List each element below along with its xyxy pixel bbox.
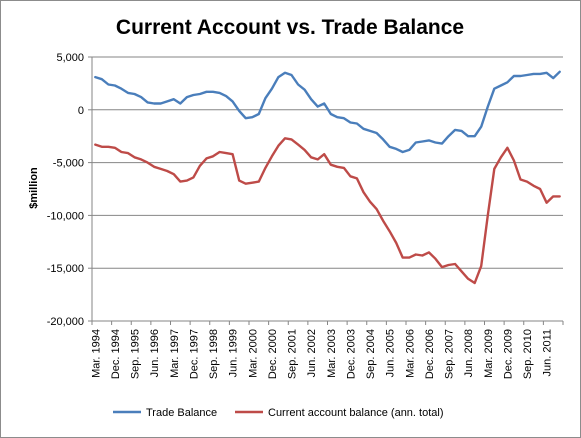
- x-tick-label: Sep. 1998: [208, 329, 220, 379]
- series-lines: [94, 70, 561, 285]
- y-tick-label: 0: [78, 105, 84, 117]
- y-axis-label: $million: [28, 167, 40, 209]
- x-axis-ticks: Mar. 1994 Dec. 1994 Sep. 1995 Jun. 1996 Mar.…: [90, 321, 564, 379]
- x-tick-label: Jun. 2008: [463, 329, 475, 377]
- y-tick-label: 5,000: [56, 52, 84, 64]
- legend-label-current: Current account balance (ann. total): [268, 407, 444, 419]
- current-account-line: [94, 137, 561, 285]
- y-tick-label: -5,000: [53, 158, 84, 170]
- legend: Trade Balance Current account balance (an…: [113, 407, 444, 419]
- trade-balance-line: [94, 70, 561, 154]
- y-tick-label: -20,000: [47, 316, 84, 328]
- x-tick-label: Dec. 2000: [267, 329, 279, 379]
- x-tick-label: Dec. 2003: [345, 329, 357, 379]
- x-tick-label: Jun. 2011: [542, 329, 554, 377]
- chart-title: Current Account vs. Trade Balance: [116, 16, 464, 39]
- x-tick-label: Dec. 2006: [424, 329, 436, 379]
- legend-label-trade: Trade Balance: [146, 407, 217, 419]
- x-tick-label: Jun. 2005: [385, 329, 397, 377]
- x-tick-label: Sep. 2001: [287, 329, 299, 379]
- x-tick-label: Jun. 2002: [306, 329, 318, 377]
- x-tick-label: Mar. 2006: [404, 329, 416, 378]
- x-tick-label: Dec. 1997: [188, 329, 200, 379]
- y-tick-label: -10,000: [47, 210, 84, 222]
- x-tick-label: Mar. 2009: [483, 329, 495, 378]
- x-tick-label: Dec. 1994: [110, 329, 122, 379]
- x-tick-label: Mar. 1997: [169, 329, 181, 378]
- x-tick-label: Mar. 2003: [326, 329, 338, 378]
- x-tick-label: Dec. 2009: [502, 329, 514, 379]
- x-tick-label: Mar. 1994: [90, 329, 102, 378]
- x-tick-label: Sep. 2007: [444, 329, 456, 379]
- x-tick-label: Sep. 2010: [522, 329, 534, 379]
- y-tick-label: -15,000: [47, 263, 84, 275]
- x-tick-label: Mar. 2000: [247, 329, 259, 378]
- x-tick-label: Jun. 1999: [228, 329, 240, 377]
- x-tick-label: Sep. 1995: [130, 329, 142, 379]
- x-tick-label: Jun. 1996: [149, 329, 161, 377]
- x-tick-label: Sep. 2004: [365, 329, 377, 379]
- y-axis-ticks: 5,000 0 -5,000 -10,000 -15,000 -20,000: [47, 52, 92, 328]
